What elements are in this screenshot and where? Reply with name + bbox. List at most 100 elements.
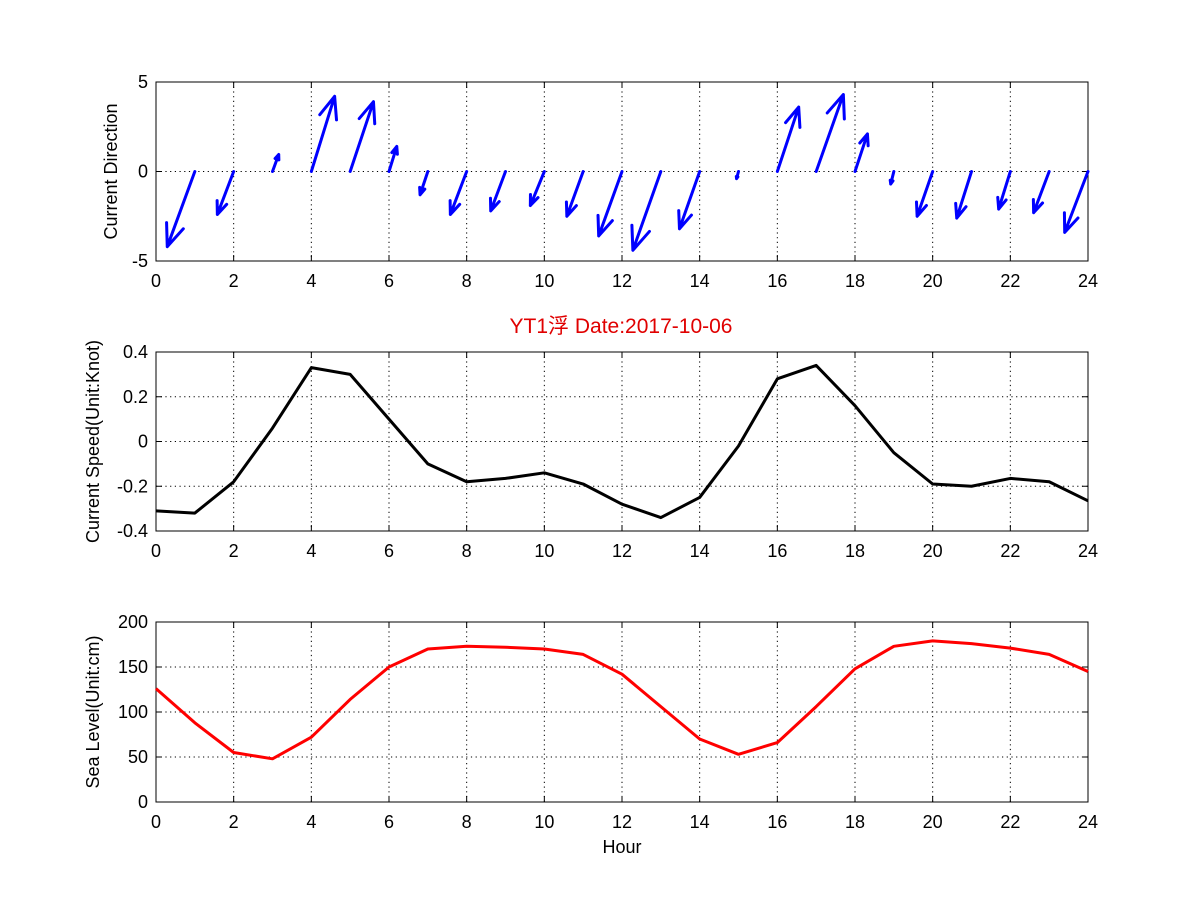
x-tick-label: 10 [534,541,554,561]
y-tick-label: -0.2 [117,476,148,496]
series-line [155,363,1089,520]
x-tick-label: 4 [306,812,316,832]
y-tick-label: 0.2 [123,387,148,407]
current-arrow [271,152,281,173]
x-tick-label: 12 [612,271,632,291]
y-axis-label: Current Direction [101,103,121,239]
y-tick-label: 0.4 [123,342,148,362]
x-tick-label: 14 [690,812,710,832]
x-tick-label: 6 [384,812,394,832]
series-line [155,639,1089,761]
y-tick-label: 0 [138,432,148,452]
current-arrow [630,170,663,252]
x-tick-label: 16 [767,271,787,291]
x-tick-label: 10 [534,812,554,832]
x-tick-label: 8 [462,271,472,291]
x-tick-label: 2 [229,271,239,291]
current-arrow [309,94,339,173]
x-tick-label: 24 [1078,541,1098,561]
x-tick-label: 18 [845,271,865,291]
x-tick-label: 8 [462,541,472,561]
current-arrow [775,105,802,173]
current-arrow [914,170,935,218]
x-tick-label: 2 [229,541,239,561]
y-axis-label: Current Speed(Unit:Knot) [83,340,103,543]
current-direction-panel: 0 2 4 6 8 10 12 14 16 18 20 22 24 -505 Current Direc… [101,72,1098,291]
x-tick-label: 22 [1000,271,1020,291]
arrow-series [165,93,1090,252]
grid [155,351,1089,532]
x-tick-label: 0 [151,271,161,291]
chart-title: YT1浮 Date:2017-10-06 [510,315,733,338]
current-arrow [888,170,896,186]
x-tick-label: 18 [845,541,865,561]
sea-level-series [155,639,1089,761]
current-arrow [734,170,740,181]
x-tick-label: 4 [306,541,316,561]
x-tick-label: 8 [462,812,472,832]
current-arrow [853,132,870,173]
grid [155,621,1089,803]
current-arrow [387,144,399,173]
x-tick-label: 12 [612,812,632,832]
y-tick-label: 0 [138,162,148,182]
speed-series [155,363,1089,520]
x-tick-label: 22 [1000,541,1020,561]
x-tick-label: 20 [923,812,943,832]
x-tick-label: 2 [229,812,239,832]
y-tick-labels: -5 0 5 [132,72,148,271]
current-arrow [954,170,973,220]
x-tick-label: 10 [534,271,554,291]
current-arrow [596,170,624,238]
current-arrow [528,170,546,208]
x-tick-label: 20 [923,271,943,291]
x-tick-label: 24 [1078,812,1098,832]
x-tick-label: 14 [690,541,710,561]
current-arrow [165,170,197,249]
x-axis-label: Hour [602,837,641,857]
current-arrow [996,170,1012,211]
current-arrow [348,100,377,173]
current-arrow [1031,170,1051,215]
current-arrow [814,93,846,173]
y-tick-label: 200 [118,612,148,632]
x-tick-labels: 0 2 4 6 8 10 12 14 16 18 20 22 24 [151,541,1098,561]
x-tick-label: 18 [845,812,865,832]
x-tick-label: 16 [767,541,787,561]
y-tick-label: 150 [118,657,148,677]
current-arrow [1062,170,1090,234]
y-tick-label: 5 [138,72,148,92]
x-tick-label: 6 [384,541,394,561]
axes-frame [155,351,1089,532]
current-arrow [564,170,585,218]
y-tick-label: 0 [138,792,148,812]
x-tick-label: 0 [151,541,161,561]
x-tick-label: 4 [306,271,316,291]
current-arrow [488,170,507,213]
x-tick-label: 24 [1078,271,1098,291]
x-tick-labels: 0 2 4 6 8 10 12 14 16 18 20 22 24 [151,271,1098,291]
current-arrow [448,170,469,216]
x-tick-label: 16 [767,812,787,832]
y-tick-labels: -0.4 -0.2 0 0.2 0.4 [117,342,148,541]
y-tick-label: 50 [128,747,148,767]
x-tick-label: 22 [1000,812,1020,832]
x-tick-label: 20 [923,541,943,561]
current-arrow [677,170,702,231]
y-tick-labels: 0 50 100 150 200 [118,612,148,812]
y-tick-label: -5 [132,251,148,271]
current-arrow [418,170,430,197]
y-tick-label: 100 [118,702,148,722]
current-arrow [215,170,236,216]
x-tick-label: 14 [690,271,710,291]
axes-frame [155,621,1089,803]
x-tick-label: 6 [384,271,394,291]
y-tick-label: -0.4 [117,521,148,541]
current-speed-panel: 0 2 4 6 8 10 12 14 16 18 20 22 24 -0.4-0.200.20.4 Cu… [83,340,1098,561]
x-tick-labels: 0 2 4 6 8 10 12 14 16 18 20 22 24 [151,812,1098,832]
y-axis-label: Sea Level(Unit:cm) [83,635,103,788]
x-tick-label: 12 [612,541,632,561]
x-tick-label: 0 [151,812,161,832]
